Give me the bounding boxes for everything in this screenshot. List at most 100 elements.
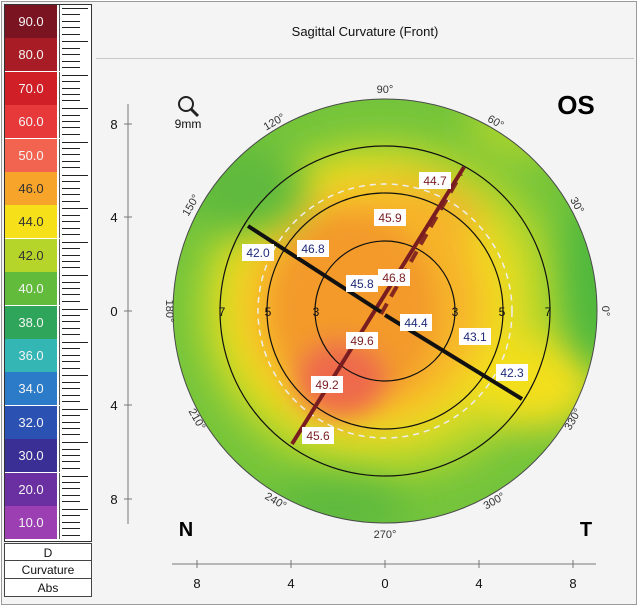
scale-step: 70.0 (5, 71, 92, 105)
nasal-value-label: 46.8 (301, 242, 325, 256)
scale-step-ticks (59, 238, 92, 272)
scale-step-label: 20.0 (5, 472, 57, 506)
scale-step-ticks (59, 372, 92, 406)
nasal-label: N (179, 519, 193, 541)
ring-label: 7 (545, 305, 552, 319)
scale-step: 10.0 (5, 506, 91, 539)
nasal-value-label: 45.8 (350, 277, 374, 291)
degree-label: 180° (163, 300, 175, 323)
scale-step: 20.0 (5, 472, 91, 506)
y-tick-label: 4 (110, 210, 117, 225)
temporal-value-label: 44.4 (404, 316, 428, 330)
scale-step-ticks (59, 405, 92, 439)
color-scale-legend: 90.0 80.0 70.0 60.0 50.0 46.0 44.0 42.0 40.0 38.0… (4, 4, 92, 542)
steep-value-label: 49.6 (350, 334, 374, 348)
scale-step-ticks (59, 339, 92, 372)
nasal-meridian (246, 224, 383, 314)
scale-type-label[interactable]: Abs (4, 579, 92, 597)
steep-meridian (290, 165, 466, 446)
scale-step: 36.0 (5, 339, 91, 372)
temporal-value-label: 43.1 (463, 330, 487, 344)
zoom-icon[interactable] (178, 96, 200, 118)
nasal-values: 42.0 46.8 45.8 (242, 240, 378, 292)
x-tick-label: 8 (193, 576, 200, 591)
steep-values: 44.7 45.9 46.8 49.6 49.2 45.6 (302, 172, 451, 444)
scale-step-label: 34.0 (5, 372, 57, 406)
temporal-value-label: 42.3 (500, 366, 524, 380)
ring-labels: 7 5 3 3 5 7 (219, 305, 552, 319)
ring-label: 3 (313, 305, 320, 319)
scale-step-ticks (59, 5, 92, 38)
y-tick-label: 8 (110, 492, 117, 507)
scale-step-ticks (59, 105, 92, 139)
scale-step: 44.0 (5, 205, 92, 239)
zone-label: 9mm (175, 117, 202, 131)
scale-step-label: 38.0 (5, 305, 57, 339)
y-tick-label: 4 (110, 398, 117, 413)
scale-step: 46.0 (5, 172, 91, 205)
map-panel: Sagittal Curvature (Front) 8 4 0 4 8 (96, 4, 634, 602)
distance-rings (172, 98, 598, 524)
scale-step-ticks (59, 305, 92, 339)
steep-value-label: 44.7 (423, 174, 447, 188)
y-tick-label: 8 (110, 117, 117, 132)
scale-mode-label[interactable]: Curvature (4, 561, 92, 579)
scale-step-ticks (59, 71, 92, 105)
y-axis: 8 4 0 4 8 (110, 104, 132, 524)
scale-footer: D Curvature Abs (4, 543, 92, 603)
scale-step: 42.0 (5, 238, 92, 272)
scale-step: 50.0 (5, 138, 92, 172)
y-tick-label: 0 (110, 304, 117, 319)
ring-label: 5 (265, 305, 272, 319)
x-tick-label: 4 (475, 576, 482, 591)
x-tick-label: 0 (381, 576, 388, 591)
steep-value-label: 49.2 (315, 378, 339, 392)
scale-step-label: 46.0 (5, 172, 57, 205)
steep-value-label: 45.9 (378, 211, 402, 225)
eye-label: OS (557, 90, 595, 120)
x-tick-label: 4 (287, 576, 294, 591)
scale-step: 32.0 (5, 405, 92, 439)
x-tick-label: 8 (569, 576, 576, 591)
scale-step-label: 60.0 (5, 105, 57, 139)
scale-step-label: 42.0 (5, 238, 57, 272)
scale-step-ticks (59, 38, 92, 72)
scale-step-label: 90.0 (5, 5, 57, 38)
scale-step-ticks (59, 506, 92, 539)
ring-label: 3 (452, 305, 459, 319)
scale-step-label: 50.0 (5, 138, 57, 172)
temporal-label: T (580, 519, 592, 541)
scale-step: 60.0 (5, 105, 92, 139)
map-title: Sagittal Curvature (Front) (291, 24, 439, 39)
degree-label: 90° (377, 84, 394, 96)
title-bar: Sagittal Curvature (Front) (96, 4, 634, 59)
scale-step-ticks (59, 172, 92, 205)
scale-step: 80.0 (5, 38, 92, 72)
scale-step-label: 30.0 (5, 439, 57, 473)
nasal-value-label: 42.0 (246, 246, 270, 260)
scale-step: 38.0 (5, 305, 92, 339)
scale-step-label: 70.0 (5, 71, 57, 105)
scale-step-label: 32.0 (5, 405, 57, 439)
ring-label: 5 (499, 305, 506, 319)
degree-label: 0° (599, 306, 611, 317)
steep-value-label: 46.8 (382, 271, 406, 285)
scale-step-ticks (59, 205, 92, 239)
curvature-heatmap (173, 99, 597, 523)
scale-step-label: 40.0 (5, 272, 57, 306)
scale-step-label: 44.0 (5, 205, 57, 239)
x-axis: 8 4 0 4 8 (172, 560, 596, 591)
scale-step: 40.0 (5, 272, 91, 306)
degree-label: 270° (374, 529, 397, 541)
scale-unit-label: D (4, 543, 92, 561)
ring-label: 7 (219, 305, 226, 319)
scale-step: 90.0 (5, 5, 91, 38)
scale-step-ticks (59, 138, 92, 172)
scale-step-label: 80.0 (5, 38, 57, 72)
scale-step-label: 36.0 (5, 339, 57, 372)
scale-step: 30.0 (5, 439, 92, 473)
scale-step-ticks (59, 439, 92, 473)
topography-map[interactable]: 8 4 0 4 8 8 4 0 4 8 (96, 4, 634, 602)
temporal-values: 44.4 43.1 42.3 (400, 314, 528, 381)
scale-step-label: 10.0 (5, 506, 57, 539)
